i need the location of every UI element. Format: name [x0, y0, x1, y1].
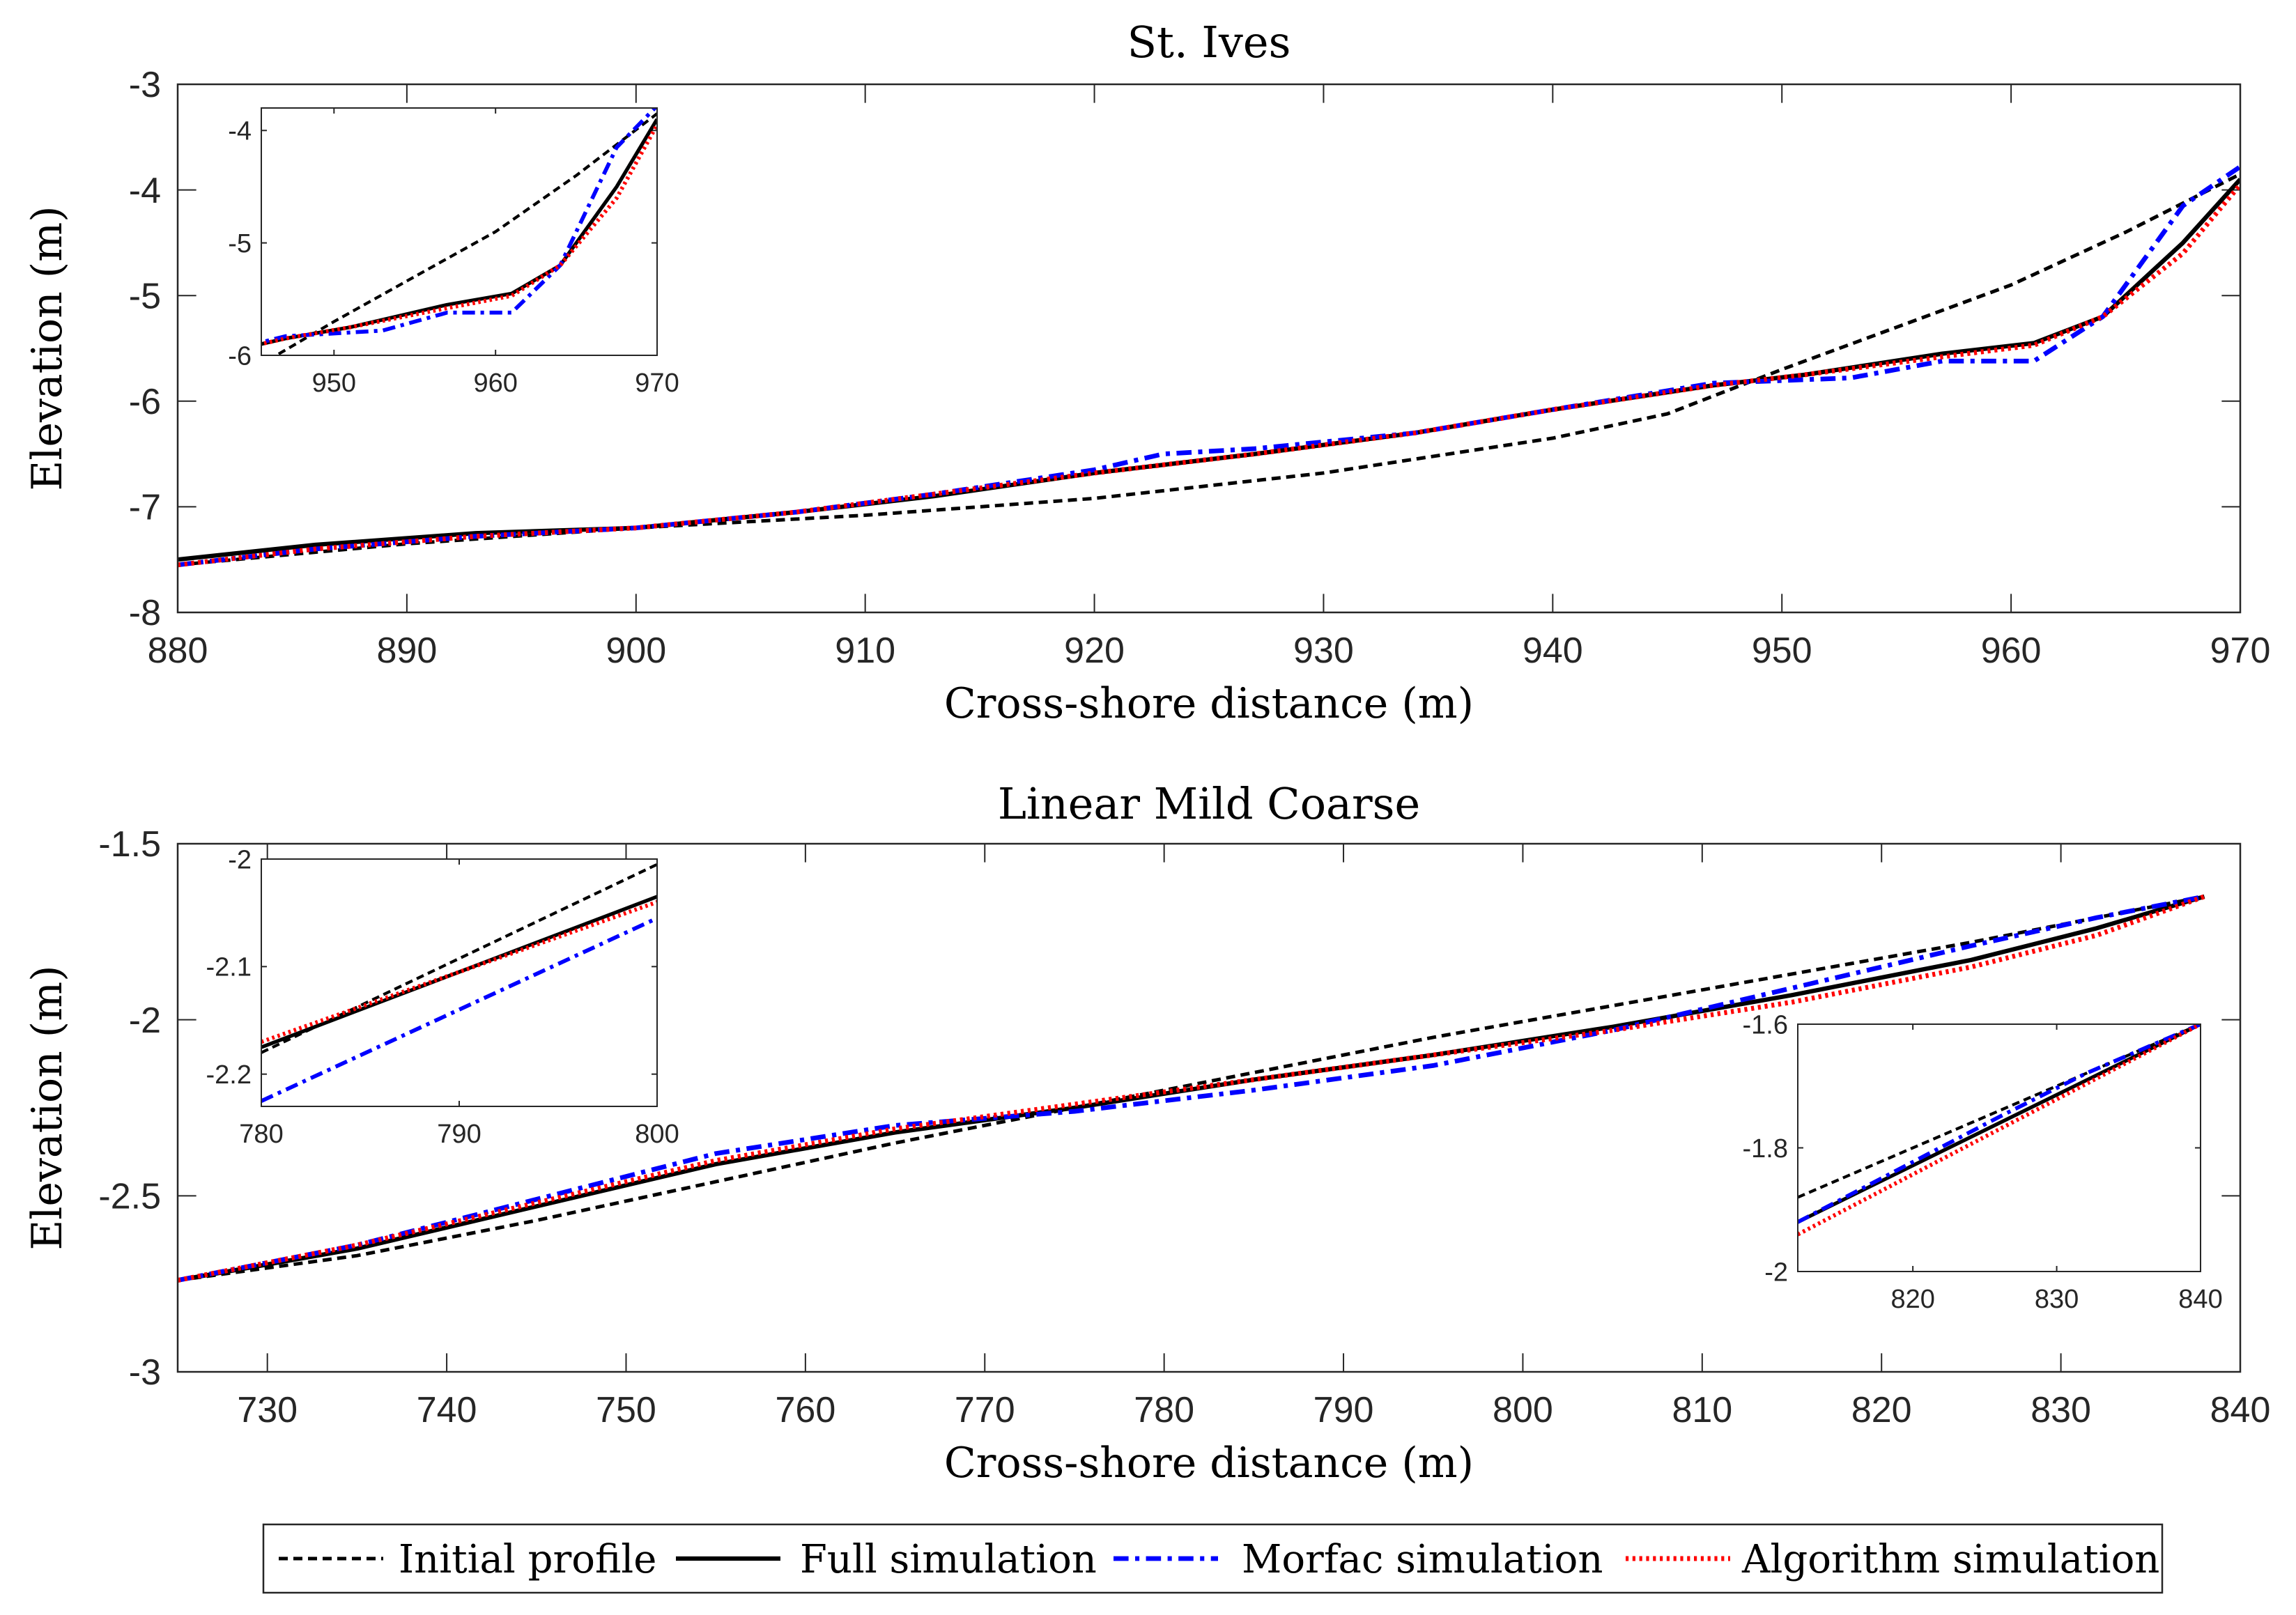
main-1-ytick-label: -7 [129, 488, 161, 528]
inset-2-2-ytick-label: -2 [1764, 1258, 1788, 1287]
main-1-xtick-label: 970 [2210, 631, 2271, 671]
inset-2-2-series-algorithm-simulation [1798, 1024, 2201, 1237]
chart-1: 880 890 900 910 920 930 940 950 960 970 -8 -7 -6 -5 -4… [23, 17, 2271, 728]
main-1-ytick-label: -8 [129, 593, 161, 633]
main-1-xtick-label: 940 [1523, 631, 1583, 671]
main-2-xtick-label: 760 [775, 1390, 835, 1430]
inset-2-2-ytick-label: -1.6 [1743, 1010, 1788, 1040]
inset-2-2-xtick-label: 820 [1890, 1285, 1934, 1314]
axes-box [176, 842, 2242, 1373]
main-2-xtick-label: 780 [1134, 1390, 1194, 1430]
inset-1: 950 960 970 -6 -5 -4 [228, 107, 679, 398]
inset-1-1-series-algorithm-simulation [261, 123, 657, 346]
inset-2-1-ytick-label: -2 [228, 845, 252, 874]
inset-2-2-series-morfac-simulation [1798, 1024, 2201, 1224]
inset-1-1-xtick-label: 960 [473, 369, 517, 398]
inset-1-1-xtick-label: 970 [635, 369, 679, 398]
inset-2-2-xtick-label: 830 [2035, 1285, 2079, 1314]
main-1-xtick-label: 960 [1981, 631, 2042, 671]
inset-2-1-ytick-label: -2.1 [206, 953, 252, 982]
main-2-xtick-label: 770 [955, 1390, 1015, 1430]
inset-1-1-series-initial-profile [273, 112, 657, 355]
inset-1-1-xtick-label: 950 [312, 369, 356, 398]
main-2-ytick-label: -2 [129, 1000, 161, 1041]
inset-1-1-ytick-label: -4 [228, 117, 252, 146]
inset-1-1-series-morfac-simulation [261, 108, 657, 345]
x-axis-label: Cross-shore distance (m) [944, 679, 1474, 728]
main-2-xtick-label: 790 [1313, 1390, 1374, 1430]
chart-2: 730 740 750 760 770 780 790 800 810 820 830 840 -3 -2… [23, 778, 2270, 1488]
main-1-xtick-label: 890 [377, 631, 438, 671]
main-1-xtick-label: 880 [148, 631, 208, 671]
main-2-xtick-label: 820 [1851, 1390, 1912, 1430]
inset-2-1-series-algorithm-simulation [261, 899, 657, 1044]
main-2-ytick-label: -3 [129, 1352, 161, 1393]
inset-2-1-xtick-label: 800 [635, 1120, 679, 1149]
inset-2-1-xtick-label: 780 [239, 1120, 283, 1149]
main-1-ytick-label: -4 [129, 171, 161, 211]
legend-label: Initial profile [399, 1537, 656, 1582]
inset-background [261, 108, 657, 355]
main-1-xtick-label: 950 [1752, 631, 1812, 671]
chart-title: Linear Mild Coarse [998, 778, 1420, 829]
inset-1: 780 790 800 -2.2 -2.1 -2 [206, 845, 679, 1149]
inset-2-1-ytick-label: -2.2 [206, 1060, 252, 1090]
y-axis-label: Elevation (m) [23, 965, 72, 1250]
chart-title: St. Ives [1127, 17, 1291, 68]
main-2-series-algorithm-simulation [178, 894, 2205, 1283]
main-2-ytick-label: -1.5 [98, 824, 161, 865]
inset-box [261, 107, 658, 356]
inset-box [261, 858, 658, 1107]
main-1-ytick-label: -3 [129, 65, 161, 105]
main-1-xtick-label: 910 [835, 631, 895, 671]
inset-1-1-ytick-label: -6 [228, 341, 252, 371]
main-1-series-morfac-simulation [178, 164, 2240, 568]
main-2-xtick-label: 840 [2210, 1390, 2271, 1430]
main-1-ytick-label: -6 [129, 382, 161, 422]
legend-label: Full simulation [800, 1537, 1097, 1582]
main-2-series-morfac-simulation [178, 894, 2205, 1283]
main-2-xtick-label: 740 [417, 1390, 477, 1430]
inset-2-2-xtick-label: 840 [2178, 1285, 2222, 1314]
main-1-xtick-label: 930 [1293, 631, 1354, 671]
legend-label: Algorithm simulation [1741, 1537, 2159, 1582]
inset-box [1797, 1023, 2201, 1272]
main-2-ytick-label: -2.5 [98, 1177, 161, 1217]
main-2-xtick-label: 830 [2031, 1390, 2091, 1430]
inset-2-1-xtick-label: 790 [437, 1120, 481, 1149]
main-1-ytick-label: -5 [129, 276, 161, 316]
main-1-xtick-label: 920 [1064, 631, 1125, 671]
inset-2-2-ytick-label: -1.8 [1743, 1134, 1788, 1164]
axes-box [176, 83, 2242, 614]
y-axis-label: Elevation (m) [23, 206, 72, 490]
inset-background [1798, 1024, 2201, 1272]
inset-2: 820 830 840 -2 -1.8 -1.6 [1743, 1010, 2223, 1314]
inset-1-1-ytick-label: -5 [228, 229, 252, 258]
main-2-xtick-label: 800 [1493, 1390, 1553, 1430]
main-2-xtick-label: 730 [237, 1390, 298, 1430]
main-1-xtick-label: 900 [606, 631, 666, 671]
legend-label: Morfac simulation [1242, 1537, 1603, 1582]
main-1-series-algorithm-simulation [178, 183, 2240, 568]
inset-background [261, 859, 657, 1106]
legend: Initial profile Full simulation Morfac sim… [262, 1523, 2164, 1594]
main-2-xtick-label: 810 [1672, 1390, 1732, 1430]
main-2-xtick-label: 750 [596, 1390, 656, 1430]
inset-2-1-series-morfac-simulation [261, 916, 657, 1103]
inset-2-1-series-full-simulation [261, 895, 657, 1049]
x-axis-label: Cross-shore distance (m) [944, 1439, 1474, 1488]
